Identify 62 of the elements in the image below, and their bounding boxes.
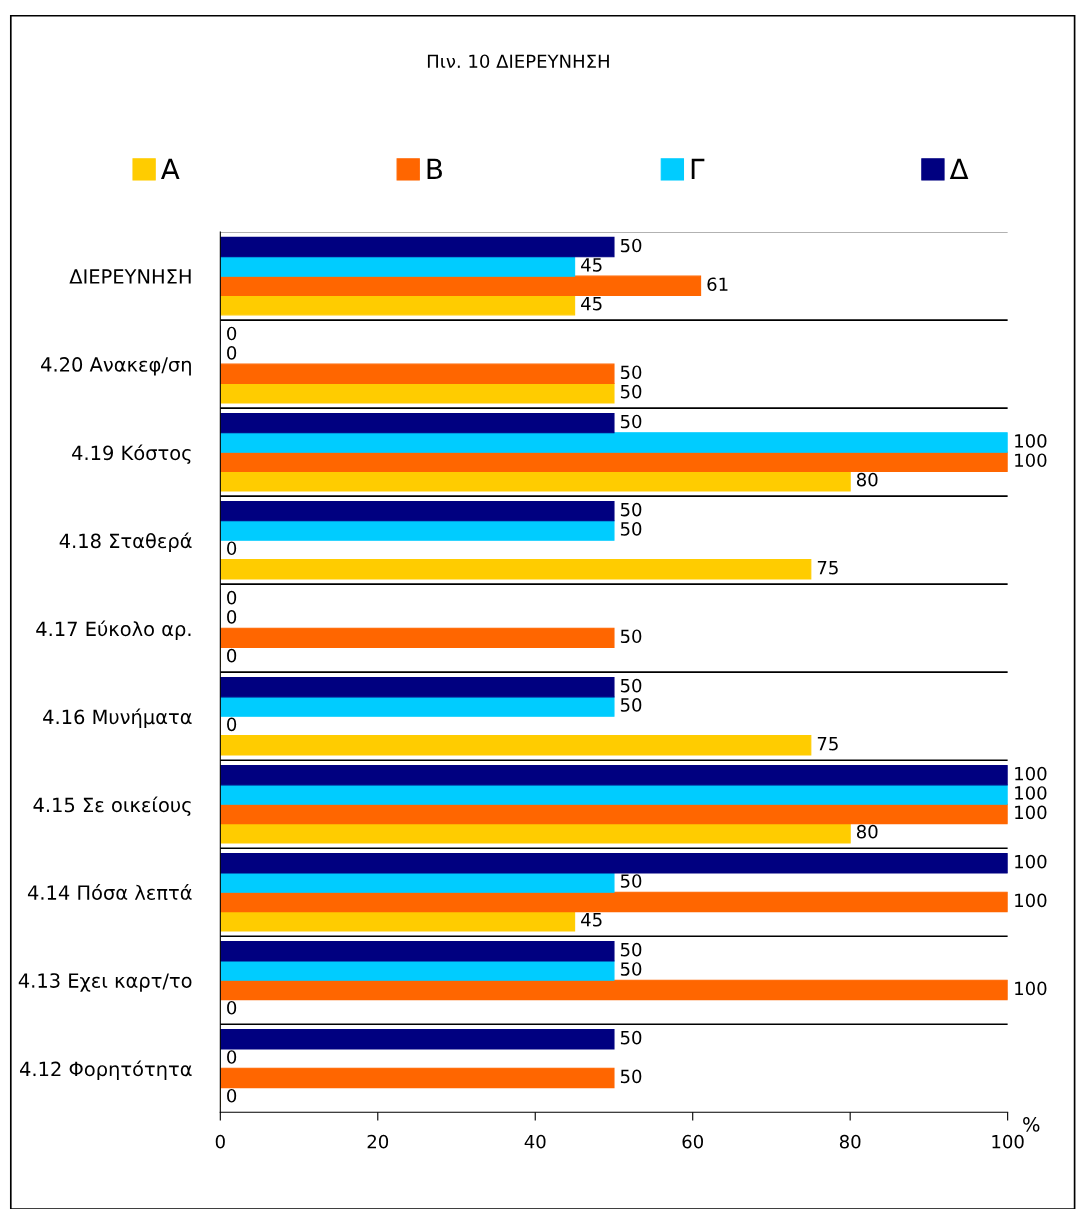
data-label: 0 [227,541,237,556]
x-tick-label: 80 [839,1134,861,1149]
data-label: 45 [581,913,602,927]
data-label: 75 [817,737,838,751]
data-label: 61 [707,277,728,292]
data-label: 50 [620,238,642,253]
data-label: 0 [227,590,237,605]
y-tick-label: 4.15 Σε οικείους [33,796,191,817]
legend-label: Α [160,158,180,180]
data-label: 50 [620,522,642,536]
data-label: 75 [817,561,838,575]
data-label: 100 [1015,805,1047,820]
data-label: 50 [620,942,642,957]
data-label: 50 [620,365,642,380]
legend-label: Δ [949,158,969,180]
data-label: 50 [620,698,642,712]
y-tick-label: 4.12 Φορητότητα [19,1060,192,1081]
legend-label: Γ [691,158,705,180]
data-label: 0 [227,1050,237,1064]
data-label: 50 [620,629,642,644]
data-label: 0 [227,610,237,624]
data-label: 0 [227,648,237,663]
data-label: 80 [856,472,878,487]
legend-label: Β [427,158,442,180]
data-label: 100 [1015,453,1047,468]
data-label: 0 [227,326,237,341]
x-tick-label: 100 [992,1134,1024,1149]
x-axis-title: % [1023,1117,1040,1132]
data-label: 100 [1015,766,1047,781]
data-label: 100 [1015,434,1047,448]
y-tick-label: ΔΙΕΡΕΥΝΗΣΗ [69,269,191,284]
data-label: 50 [620,874,642,888]
y-tick-label: 4.20 Ανακεφ/ση [41,357,191,376]
data-label: 100 [1015,981,1047,996]
data-label: 50 [620,1030,642,1045]
data-label: 45 [581,297,602,311]
data-label: 0 [227,1088,237,1103]
data-label: 50 [620,1069,642,1084]
y-tick-label: 4.16 Μυνήματα [43,708,192,729]
data-label: 50 [620,502,642,517]
chart-title: Πιν. 10 ΔΙΕΡΕΥΝΗΣΗ [427,54,609,69]
y-tick-label: 4.18 Σταθερά [59,532,192,552]
data-label: 100 [1015,786,1047,800]
x-tick-label: 60 [682,1134,703,1149]
data-label: 100 [1015,893,1047,908]
data-label: 50 [620,384,642,399]
data-label: 100 [1015,854,1047,869]
x-tick-label: 0 [215,1134,225,1149]
y-tick-label: 4.14 Πόσα λεπτά [27,884,192,900]
data-label: 0 [227,1000,237,1015]
x-tick-label: 40 [524,1134,546,1149]
data-label: 80 [856,824,878,839]
x-tick-label: 20 [367,1134,389,1149]
data-label: 0 [227,346,237,360]
data-label: 45 [581,258,602,272]
data-label: 50 [620,414,642,429]
y-tick-label: 4.13 Εχει καρτ/το [18,973,192,992]
y-tick-label: 4.17 Εύκολο αρ. [36,620,191,641]
data-label: 50 [620,962,642,976]
data-label: 0 [227,717,237,732]
data-label: 50 [620,678,642,693]
y-tick-label: 4.19 Κόστος [72,444,191,465]
